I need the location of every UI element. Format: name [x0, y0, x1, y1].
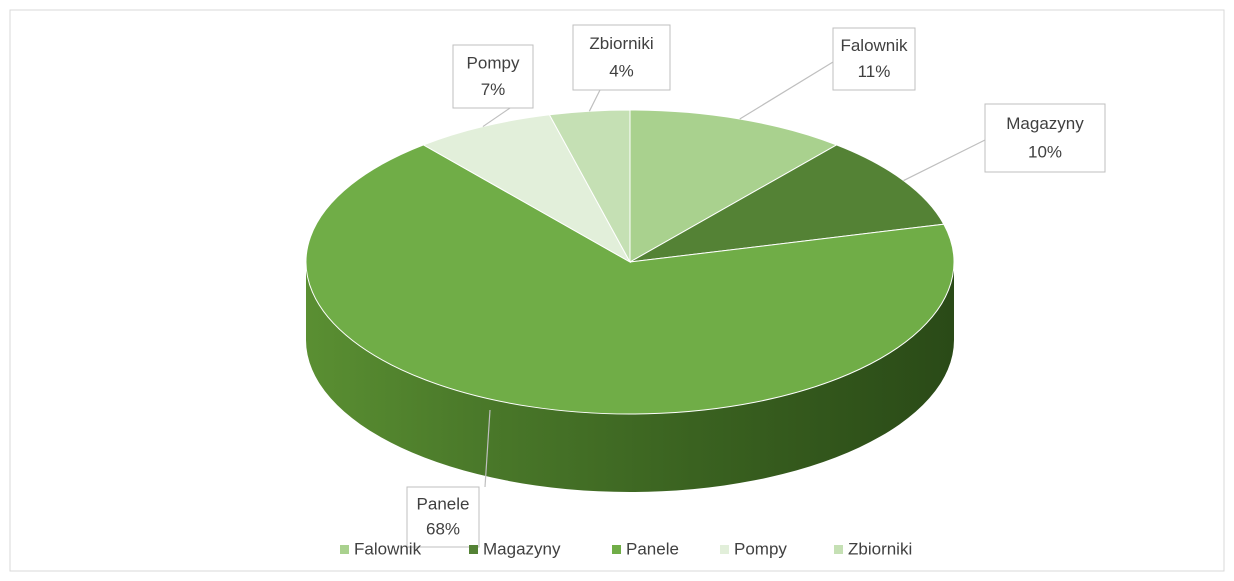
- legend-marker: [834, 545, 843, 554]
- data-label-name: Pompy: [467, 53, 520, 72]
- data-label-box: [452, 44, 534, 109]
- pie-side: [306, 262, 954, 492]
- leader-line: [482, 107, 511, 128]
- legend-marker: [340, 545, 349, 554]
- legend-label: Pompy: [734, 539, 787, 558]
- data-label-box: [984, 103, 1106, 173]
- data-label-value: 4%: [609, 61, 634, 80]
- data-label-box: [572, 24, 671, 91]
- legend-marker: [720, 545, 729, 554]
- data-label-value: 68%: [426, 520, 460, 539]
- legend-label: Falownik: [354, 539, 422, 558]
- leader-line: [588, 89, 601, 112]
- data-label-name: Zbiorniki: [589, 34, 653, 53]
- data-label-name: Falownik: [840, 36, 908, 55]
- legend-marker: [469, 545, 478, 554]
- leader-line: [739, 61, 834, 120]
- data-label-value: 11%: [858, 62, 891, 81]
- data-label-box: [832, 27, 916, 91]
- data-label-name: Magazyny: [1006, 114, 1084, 133]
- pie-slice: [305, 144, 955, 415]
- pie-slice: [629, 109, 838, 263]
- leader-line: [903, 139, 986, 182]
- legend-label: Panele: [626, 539, 679, 558]
- data-label-box: [406, 486, 480, 548]
- legend-marker: [612, 545, 621, 554]
- data-label-value: 7%: [481, 80, 506, 99]
- legend-label: Magazyny: [483, 539, 561, 558]
- data-label-value: 10%: [1028, 142, 1062, 161]
- pie-slice: [629, 144, 945, 263]
- data-label-name: Panele: [417, 494, 470, 513]
- legend-label: Zbiorniki: [848, 539, 912, 558]
- leader-line: [484, 409, 491, 488]
